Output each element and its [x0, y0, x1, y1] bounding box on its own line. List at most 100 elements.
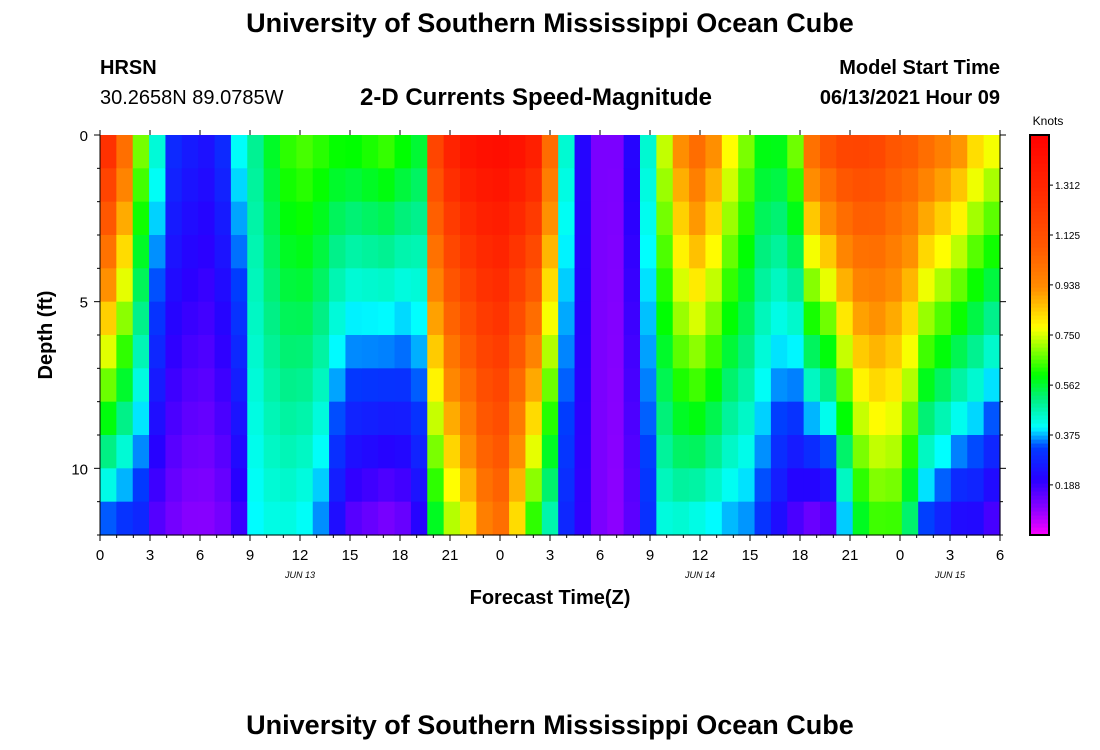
- heatmap-cell: [100, 468, 117, 503]
- heatmap-cell: [901, 135, 919, 169]
- heatmap-cell: [574, 501, 592, 536]
- colorbar-swatch: [1030, 359, 1049, 364]
- heatmap-cell: [950, 468, 968, 503]
- heatmap-cell: [672, 168, 690, 203]
- heatmap-cell: [280, 401, 297, 436]
- heatmap-cell: [198, 368, 216, 403]
- heatmap-cell: [950, 335, 968, 369]
- heatmap-cell: [672, 501, 690, 536]
- heatmap-cell: [181, 468, 199, 503]
- heatmap-cell: [378, 301, 396, 336]
- heatmap-cell: [100, 368, 117, 403]
- colorbar: 0.188 0.375 0.562 0.750 0.938 1.125 1.312: [1029, 134, 1080, 536]
- heatmap-cell: [852, 235, 870, 269]
- colorbar-swatch: [1030, 371, 1049, 376]
- footer-title: University of Southern Mississippi Ocean…: [246, 710, 854, 740]
- heatmap-cell: [574, 235, 592, 269]
- heatmap-cell: [787, 235, 805, 269]
- y-tick-label: 0: [80, 128, 88, 145]
- heatmap-cell: [738, 235, 756, 269]
- heatmap-cell: [770, 268, 788, 303]
- heatmap-cell: [640, 368, 657, 403]
- heatmap-cell: [852, 435, 870, 469]
- heatmap-cell: [410, 135, 428, 169]
- heatmap-cell: [476, 235, 494, 269]
- heatmap-cell: [574, 135, 592, 169]
- heatmap-cell: [901, 268, 919, 303]
- heatmap-cell: [345, 368, 363, 403]
- heatmap-cell: [378, 268, 396, 303]
- colorbar-swatch: [1030, 431, 1049, 436]
- heatmap-cell: [280, 235, 297, 269]
- heatmap-cell: [918, 135, 936, 169]
- colorbar-swatch: [1030, 483, 1049, 488]
- colorbar-swatch: [1030, 275, 1049, 280]
- colorbar-swatch: [1030, 259, 1049, 264]
- colorbar-swatch: [1030, 387, 1049, 392]
- heatmap-cell: [181, 201, 199, 236]
- heatmap-cell: [623, 335, 641, 369]
- heatmap-cell: [525, 501, 543, 536]
- heatmap-cell: [656, 335, 674, 369]
- heatmap-cell: [214, 335, 232, 369]
- heatmap-cell: [525, 201, 543, 236]
- colorbar-swatch: [1030, 307, 1049, 312]
- colorbar-swatch: [1030, 423, 1049, 428]
- heatmap-cell: [672, 335, 690, 369]
- heatmap-cell: [983, 501, 1001, 536]
- model-start-value: 06/13/2021 Hour 09: [819, 87, 1000, 109]
- heatmap-cell: [476, 401, 494, 436]
- heatmap-cell: [165, 468, 183, 503]
- heatmap-cell: [280, 268, 297, 303]
- heatmap-cell: [525, 368, 543, 403]
- heatmap-cell: [230, 168, 248, 203]
- heatmap-cell: [672, 468, 690, 503]
- heatmap-cell: [754, 301, 772, 336]
- heatmap-cell: [100, 135, 117, 169]
- heatmap-cell: [721, 168, 739, 203]
- heatmap-cell: [509, 435, 527, 469]
- heatmap-cell: [214, 401, 232, 436]
- heatmap-cell: [590, 168, 608, 203]
- heatmap-cell: [672, 201, 690, 236]
- heatmap-cell: [738, 168, 756, 203]
- heatmap-cell: [705, 468, 723, 503]
- heatmap-cell: [280, 168, 297, 203]
- heatmap-cell: [623, 201, 641, 236]
- heatmap-cell: [410, 468, 428, 503]
- heatmap-cell: [983, 235, 1001, 269]
- heatmap-cell: [181, 368, 199, 403]
- x-tick-label: 3: [546, 547, 554, 564]
- heatmap-cell: [901, 301, 919, 336]
- chart-title: University of Southern Mississippi Ocean…: [246, 8, 854, 38]
- heatmap-cell: [967, 501, 985, 536]
- heatmap-cell: [198, 201, 216, 236]
- heatmap-cell: [607, 368, 625, 403]
- colorbar-swatch: [1030, 327, 1049, 332]
- heatmap-cell: [640, 301, 657, 336]
- colorbar-swatch: [1030, 287, 1049, 292]
- model-start-label: Model Start Time: [839, 57, 1000, 79]
- heatmap-cell: [460, 268, 477, 303]
- heatmap-cell: [312, 235, 330, 269]
- heatmap-cell: [165, 235, 183, 269]
- heatmap-cell: [852, 468, 870, 503]
- colorbar-tick-label: 0.750: [1055, 331, 1080, 342]
- x-tick-label: 9: [246, 547, 254, 564]
- heatmap-cell: [967, 268, 985, 303]
- heatmap-cell: [934, 335, 952, 369]
- heatmap-cell: [738, 368, 756, 403]
- heatmap-cell: [934, 435, 952, 469]
- heatmap-cell: [378, 135, 396, 169]
- heatmap-cell: [803, 168, 821, 203]
- heatmap-cell: [181, 401, 199, 436]
- heatmap-cell: [590, 268, 608, 303]
- heatmap-cell: [590, 235, 608, 269]
- heatmap-cell: [689, 201, 707, 236]
- heatmap-cell: [149, 135, 167, 169]
- heatmap-cell: [738, 468, 756, 503]
- heatmap-cell: [934, 401, 952, 436]
- heatmap-cell: [967, 201, 985, 236]
- heatmap-cell: [116, 335, 134, 369]
- colorbar-swatch: [1030, 363, 1049, 368]
